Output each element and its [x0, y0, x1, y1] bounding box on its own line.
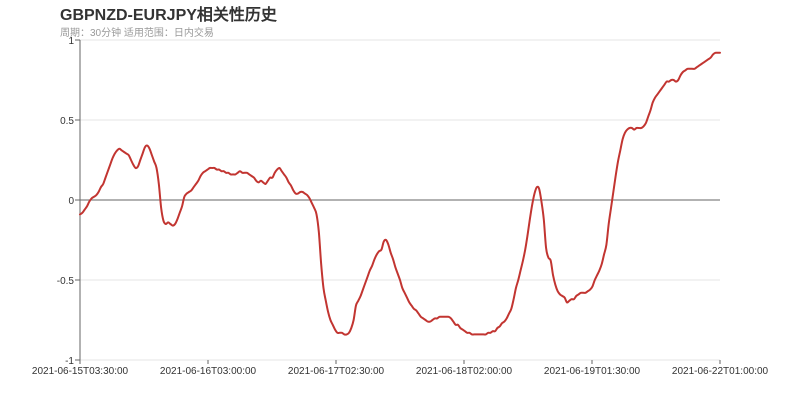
y-tick-label: -1: [65, 356, 74, 367]
axis-layer: [75, 39, 721, 364]
x-tick-label: 2021-06-16T03:00:00: [160, 366, 257, 377]
y-tick-label: 0.5: [60, 116, 74, 127]
chart-title: GBPNZD-EURJPY相关性历史: [60, 7, 277, 24]
grid-layer: [80, 39, 720, 361]
x-tick-label: 2021-06-19T01:30:00: [544, 366, 641, 377]
x-tick-label: 2021-06-17T02:30:00: [288, 366, 385, 377]
chart-subtitle: 周期：30分钟 适用范围：日内交易: [60, 28, 214, 39]
x-tick-label: 2021-06-18T02:00:00: [416, 366, 513, 377]
x-tick-label: 2021-06-15T03:30:00: [32, 366, 129, 377]
y-tick-label: 0: [68, 196, 74, 207]
y-tick-label: -0.5: [57, 276, 75, 287]
y-tick-label: 1: [68, 36, 74, 47]
series-line: [79, 51, 721, 336]
x-tick-label: 2021-06-22T01:00:00: [672, 366, 769, 377]
series-layer: [79, 51, 721, 336]
